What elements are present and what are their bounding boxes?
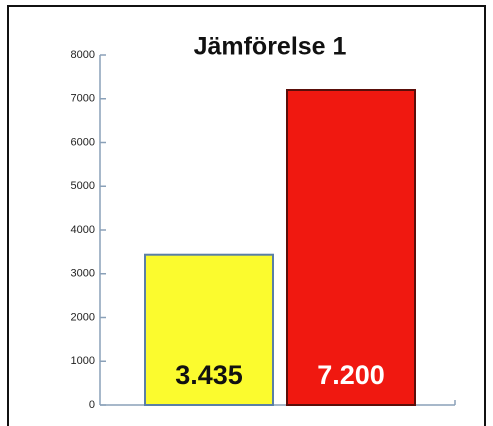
- y-tick-label: 1000: [71, 355, 95, 367]
- y-tick-label: 6000: [71, 136, 95, 148]
- y-tick-label: 0: [89, 399, 95, 411]
- y-tick-label: 7000: [71, 93, 95, 105]
- y-tick-label: 2000: [71, 311, 95, 323]
- y-tick-label: 8000: [71, 49, 95, 61]
- y-tick-label: 5000: [71, 180, 95, 192]
- bar: [144, 253, 274, 406]
- bar: [286, 89, 416, 406]
- y-tick-label: 4000: [71, 224, 95, 236]
- value-label: 7.200: [317, 360, 385, 390]
- chart-title: Jämförelse 1: [194, 33, 347, 61]
- frame: [7, 5, 486, 426]
- value-label: 3.435: [175, 360, 243, 390]
- y-tick-label: 3000: [71, 268, 95, 280]
